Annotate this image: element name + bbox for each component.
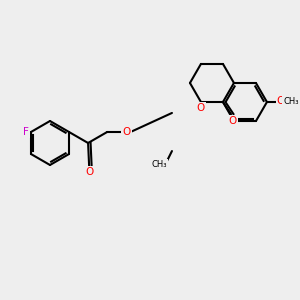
- Text: O: O: [197, 103, 205, 113]
- Text: CH₃: CH₃: [283, 97, 299, 106]
- Text: CH₃: CH₃: [151, 160, 167, 169]
- Text: O: O: [277, 96, 285, 106]
- Text: O: O: [229, 116, 237, 126]
- Text: F: F: [23, 127, 29, 137]
- Text: O: O: [122, 127, 131, 137]
- Text: O: O: [85, 167, 93, 177]
